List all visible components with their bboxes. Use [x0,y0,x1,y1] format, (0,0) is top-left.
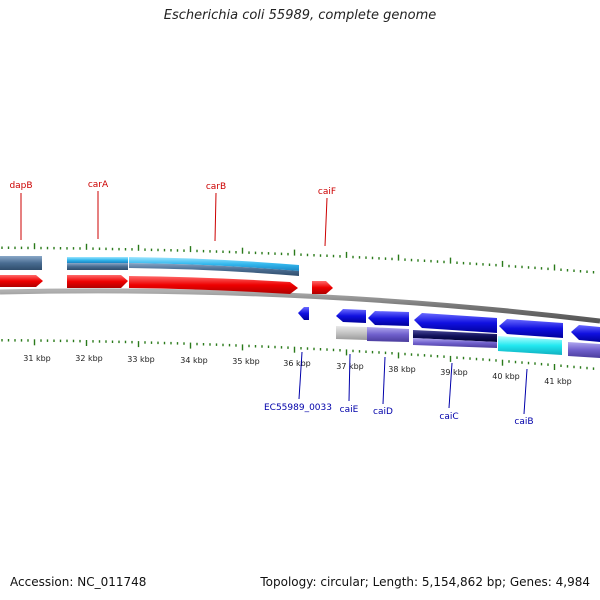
outer-tick-track [1,243,595,274]
genome-backbone [0,288,600,324]
ruler-label: 32 kbp [75,354,103,363]
gene-caiF-arrow[interactable] [312,281,333,294]
gene-dapB-arrow[interactable] [0,275,43,287]
reverse-gene-labels: EC55989_0033 caiE caiD caiC caiB [264,351,534,427]
ruler-label: 36 kbp [283,359,311,368]
gene-carB-arrow[interactable] [129,276,298,294]
annotation-track-forward [0,256,299,276]
gene-label-carA[interactable]: carA [88,180,109,190]
gene-caiE-arrow[interactable] [336,309,366,323]
ruler-label: 40 kbp [492,372,520,381]
map-title: Escherichia coli 55989, complete genome [163,8,437,23]
reverse-strand-genes [298,307,600,342]
gene-label-carB[interactable]: carB [206,182,226,192]
gene-caiB-arrow[interactable] [499,319,563,338]
gene-carA-arrow[interactable] [67,275,128,288]
gene-label-caiF[interactable]: caiF [318,187,336,197]
accession-label: Accession: NC_011748 [10,575,147,589]
gene-EC55989_0033-arrow[interactable] [298,307,309,320]
ruler-label: 35 kbp [232,357,260,366]
gene-label-EC55989_0033[interactable]: EC55989_0033 [264,403,332,413]
gene-caiC-arrow[interactable] [414,313,497,333]
ruler-label: 41 kbp [544,377,572,386]
gene-label-caiC[interactable]: caiC [439,412,458,422]
gene-caiA-arrow[interactable] [571,325,600,342]
inner-tick-track [1,339,595,370]
gene-label-caiD[interactable]: caiD [373,407,393,417]
gene-label-caiE[interactable]: caiE [340,405,359,415]
forward-strand-genes [0,275,333,294]
gene-caiD-arrow[interactable] [368,311,409,326]
ruler-label: 33 kbp [127,355,155,364]
ruler-label: 38 kbp [388,365,416,374]
gene-label-dapB[interactable]: dapB [9,181,32,191]
forward-gene-labels: dapB carA carB caiF [9,180,336,247]
ruler-label: 39 kbp [440,368,468,377]
gene-label-caiB[interactable]: caiB [514,417,533,427]
genome-summary: Topology: circular; Length: 5,154,862 bp… [260,575,590,589]
ruler-label: 34 kbp [180,356,208,365]
annotation-track-reverse [336,326,600,358]
ruler-label: 31 kbp [23,354,51,363]
